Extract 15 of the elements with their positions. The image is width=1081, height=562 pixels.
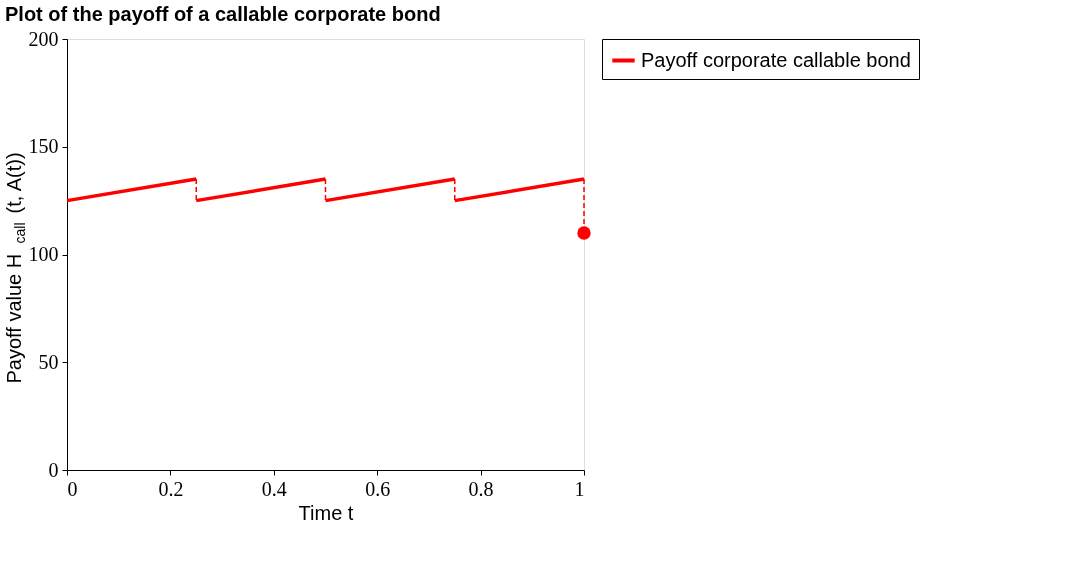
legend-label: Payoff corporate callable bond	[641, 48, 911, 71]
chart-title: Plot of the payoff of a callable corporate bond	[5, 3, 441, 25]
y-tick-label: 100	[28, 243, 59, 265]
y-tick-label: 0	[48, 458, 59, 481]
y-axis-title: Payoff value Hcall(t, A(t))	[3, 152, 28, 384]
x-tick-label: 0	[67, 477, 78, 500]
x-tick-label: 0.6	[365, 477, 391, 500]
x-tick-label: 0.4	[261, 477, 287, 500]
x-tick-label: 1	[574, 477, 585, 500]
y-tick-label: 150	[28, 135, 59, 158]
x-tick-label: 0.8	[468, 477, 494, 500]
y-tick-label: 200	[28, 27, 59, 50]
y-tick-label: 50	[38, 350, 59, 373]
x-tick-label: 0.2	[158, 477, 184, 500]
x-axis-title: Time t	[298, 501, 354, 524]
